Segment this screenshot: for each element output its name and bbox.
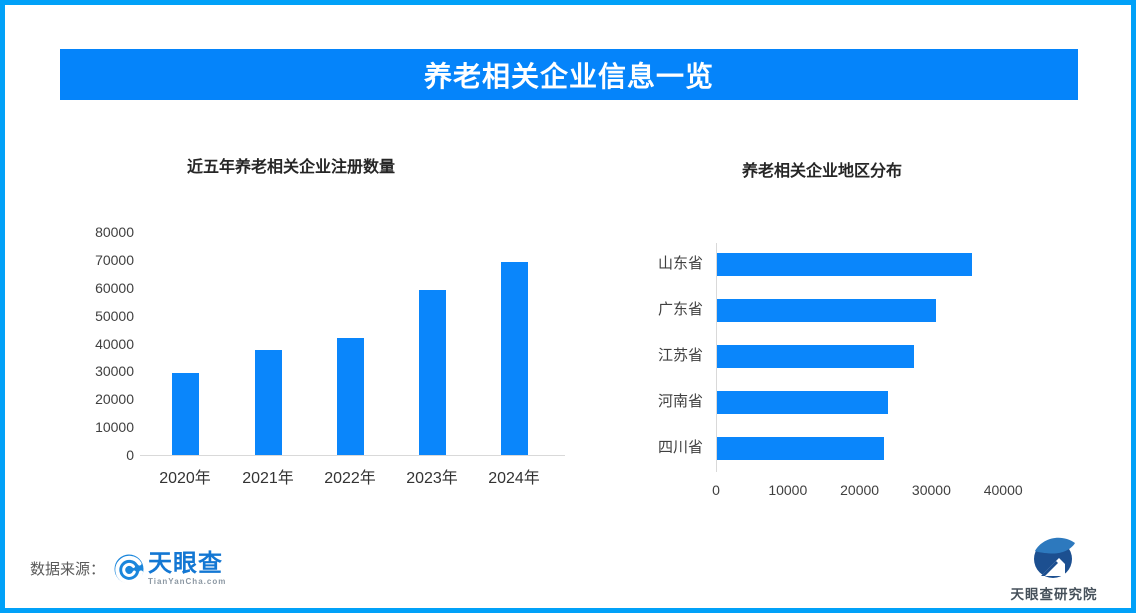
registration-bar-2023年	[418, 290, 446, 455]
region-bar-河南省	[717, 391, 888, 414]
y-axis-tick-label: 40000	[95, 335, 134, 352]
page-border-top	[0, 0, 1136, 5]
region-chart-title: 养老相关企业地区分布	[742, 163, 903, 180]
title-banner: 养老相关企业信息一览	[60, 49, 1078, 100]
tianyancha-domain: TianYanCha.com	[148, 577, 227, 586]
region-bar-江苏省	[717, 345, 914, 368]
page-border-right	[1131, 0, 1136, 613]
x-axis-category-label: 2021年	[242, 470, 294, 487]
region-category-label: 四川省	[657, 439, 703, 456]
region-category-label: 河南省	[657, 393, 703, 410]
tianyancha-wordmark: 天眼查 TianYanCha.com	[148, 550, 227, 587]
tianyancha-name: 天眼查	[148, 550, 223, 577]
page-title: 养老相关企业信息一览	[423, 60, 714, 92]
registration-chart-plot	[140, 232, 565, 456]
page-border-left	[0, 0, 5, 613]
page-border-bottom	[0, 608, 1136, 613]
y-axis-tick-label: 60000	[95, 279, 134, 296]
y-axis-tick-label: 10000	[95, 419, 134, 436]
x-axis-tick-label: 0	[712, 482, 720, 498]
registration-bar-2022年	[336, 338, 364, 455]
x-axis-tick-label: 10000	[768, 482, 808, 498]
x-axis-tick-label: 30000	[911, 482, 951, 498]
y-axis-tick-label: 20000	[95, 391, 134, 408]
region-category-label: 山东省	[657, 255, 703, 272]
registration-bar-2021年	[254, 350, 282, 455]
data-source-label: 数据来源：	[30, 561, 106, 578]
registration-bar-2020年	[171, 373, 199, 455]
x-axis-category-label: 2020年	[159, 470, 211, 487]
y-axis-tick-label: 0	[126, 447, 134, 463]
region-category-label: 江苏省	[657, 347, 703, 364]
x-axis-category-label: 2023年	[406, 470, 458, 487]
research-institute-icon	[1034, 537, 1075, 578]
y-axis-tick-label: 50000	[95, 307, 134, 324]
region-bar-四川省	[717, 437, 884, 460]
x-axis-category-label: 2022年	[324, 470, 376, 487]
tianyancha-eye-icon	[114, 554, 144, 584]
y-axis-tick-label: 30000	[95, 363, 134, 380]
y-axis-tick-label: 70000	[95, 251, 134, 268]
region-bar-广东省	[717, 299, 936, 322]
tianyancha-logo	[114, 552, 146, 586]
x-axis-category-label: 2024年	[488, 470, 540, 487]
region-bar-山东省	[717, 253, 972, 276]
registration-chart-title: 近五年养老相关企业注册数量	[187, 159, 396, 176]
registration-bar-2024年	[500, 262, 528, 455]
research-institute-label: 天眼查研究院	[1010, 587, 1098, 602]
x-axis-tick-label: 20000	[840, 482, 880, 498]
x-axis-tick-label: 40000	[983, 482, 1023, 498]
y-axis-tick-label: 80000	[95, 224, 134, 240]
research-institute-logo: 天眼查研究院	[1000, 534, 1108, 603]
region-category-label: 广东省	[657, 301, 703, 318]
region-chart-plot	[716, 243, 1067, 472]
